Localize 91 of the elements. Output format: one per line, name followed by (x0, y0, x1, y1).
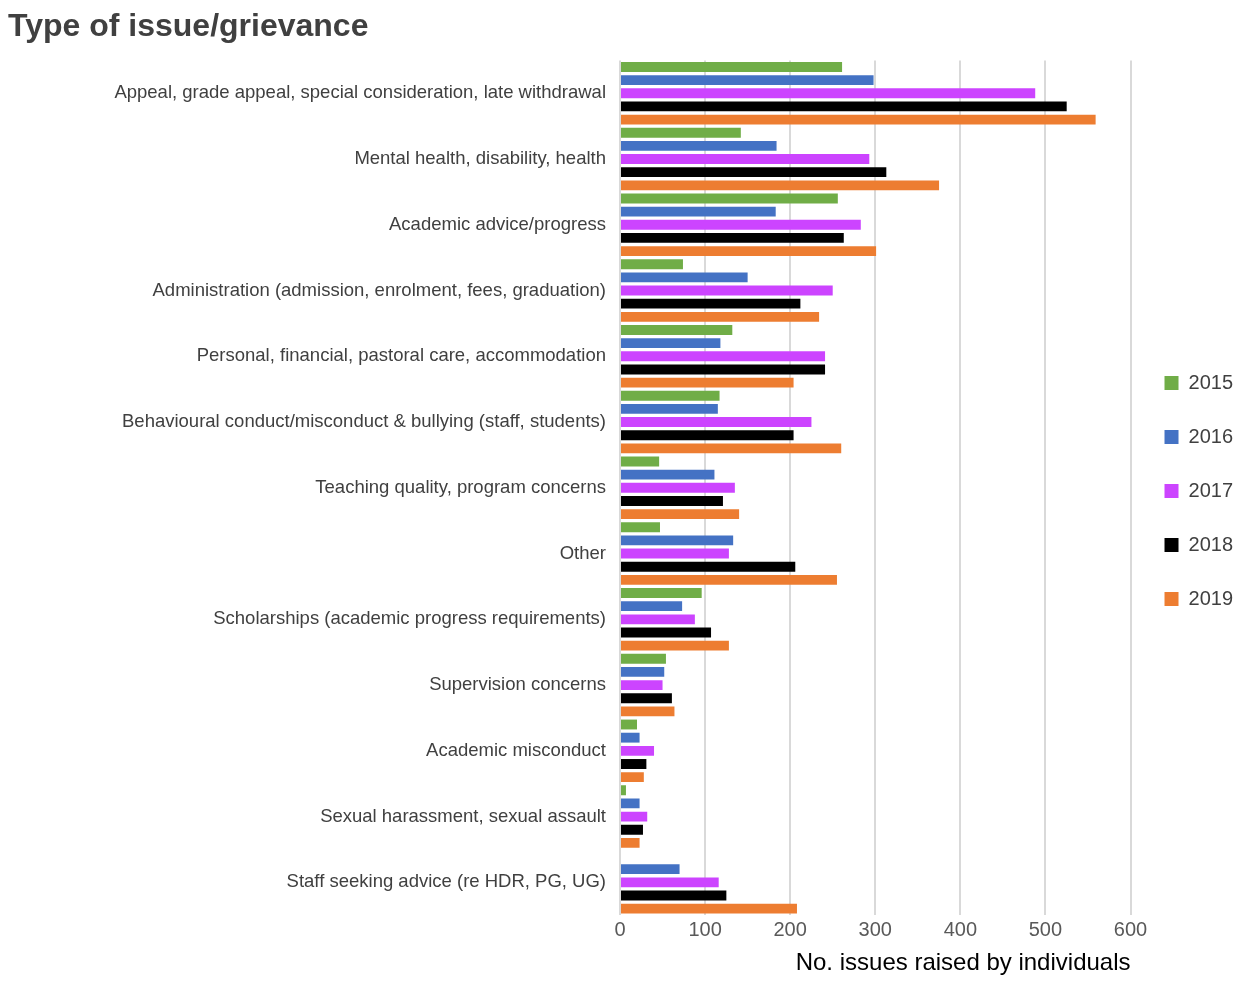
bar (621, 206, 776, 217)
bar (621, 811, 648, 822)
y-tick-label: Teaching quality, program concerns (315, 475, 606, 497)
bar (621, 496, 723, 506)
bar (621, 627, 712, 638)
bar (621, 653, 666, 664)
bar (621, 430, 794, 441)
x-tick-label: 600 (1113, 917, 1148, 940)
bar (621, 877, 719, 888)
bar (621, 588, 702, 598)
bar (621, 548, 729, 559)
bar (621, 456, 660, 467)
bar (621, 325, 733, 335)
x-tick-label: 0 (614, 917, 626, 940)
bar (621, 259, 683, 270)
bar (621, 732, 640, 743)
x-tick-label: 300 (858, 917, 892, 940)
bar (621, 903, 797, 914)
bar (621, 785, 626, 796)
legend-label: 2017 (1188, 478, 1234, 501)
bar (621, 377, 794, 388)
legend-label: 2019 (1188, 586, 1234, 609)
bar (621, 693, 672, 704)
bar (621, 233, 844, 243)
y-tick-label: Administration (admission, enrolment, fees, graduation) (152, 278, 606, 300)
bar (621, 246, 877, 257)
bar (621, 772, 644, 783)
bar (621, 298, 801, 309)
bar (621, 824, 643, 835)
bar (621, 864, 680, 875)
bar (621, 837, 640, 848)
x-tick-label: 500 (1028, 917, 1063, 940)
legend-label: 2016 (1188, 424, 1234, 447)
bar (621, 140, 777, 151)
y-tick-label: Mental health, disability, health (354, 147, 606, 169)
bar (621, 219, 861, 230)
y-tick-label: Staff seeking advice (re HDR, PG, UG) (286, 870, 606, 892)
bar (621, 127, 741, 138)
y-tick-label: Sexual harassment, sexual assault (320, 804, 606, 826)
bar (621, 364, 826, 375)
x-axis-title: No. issues raised by individuals (795, 948, 1131, 976)
bar (621, 417, 812, 427)
y-tick-label: Behavioural conduct/misconduct & bullying (staff, students) (122, 410, 606, 432)
bar (621, 114, 1096, 125)
bar (621, 101, 1067, 112)
bar (621, 522, 660, 533)
bar (621, 745, 655, 756)
bar (621, 62, 843, 72)
bar (621, 193, 838, 204)
bar (621, 561, 796, 572)
x-tick-label: 200 (773, 917, 807, 940)
bar (621, 798, 640, 809)
bar (621, 443, 842, 454)
legend-label: 2018 (1188, 532, 1234, 555)
bar (621, 680, 663, 690)
bar (621, 759, 647, 769)
bar (621, 574, 837, 585)
y-tick-label: Personal, financial, pastoral care, accommodation (196, 344, 606, 366)
bar (621, 88, 1036, 99)
bar (621, 706, 675, 717)
y-tick-label: Supervision concerns (429, 673, 606, 695)
bar (621, 285, 833, 296)
y-tick-label: Academic advice/progress (389, 212, 606, 234)
bar (621, 640, 729, 651)
bar (621, 338, 721, 349)
bar (621, 272, 748, 283)
y-tick-label: Scholarships (academic progress requirements) (213, 607, 606, 629)
bar (621, 601, 683, 612)
bar (621, 75, 874, 86)
x-tick-label: 400 (943, 917, 978, 940)
bar (621, 719, 638, 730)
x-tick-label: 100 (688, 917, 722, 940)
bar (621, 666, 665, 677)
bar (621, 311, 820, 322)
bar (621, 180, 940, 191)
bar (621, 403, 718, 414)
y-tick-label: Other (559, 541, 606, 563)
bar (621, 390, 720, 401)
bar (621, 614, 695, 625)
y-tick-label: Academic misconduct (426, 738, 606, 760)
bar (621, 482, 735, 493)
bar (621, 509, 740, 520)
bar (621, 535, 734, 546)
text: Type of issue/grievance (8, 7, 369, 44)
bar (621, 154, 870, 164)
bar (621, 167, 887, 178)
bar (621, 351, 826, 362)
bar (621, 890, 727, 901)
y-tick-label: Appeal, grade appeal, special consideration, late withdrawal (114, 81, 606, 103)
legend-label: 2015 (1188, 370, 1234, 393)
bar (621, 469, 715, 480)
